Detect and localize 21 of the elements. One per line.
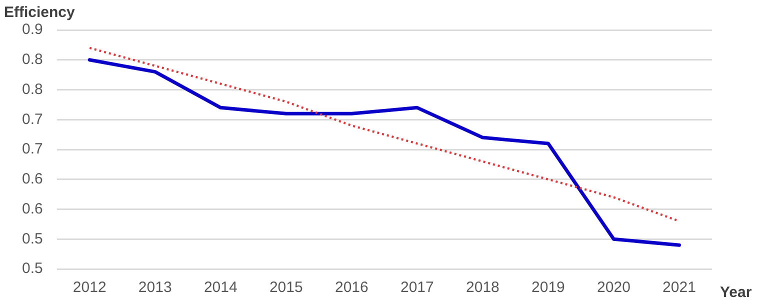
y-tick-label: 0.5: [22, 230, 43, 248]
y-tick-label: 0.7: [22, 140, 43, 158]
y-tick-label: 0.8: [22, 51, 43, 68]
x-tick-label: 2014: [204, 279, 238, 296]
y-tick-label: 0.6: [22, 170, 43, 188]
x-tick-label: 2017: [400, 279, 434, 296]
y-tick-label: 0.8: [22, 80, 43, 98]
x-tick-label: 2018: [466, 279, 500, 296]
y-tick-label: 0.9: [22, 21, 43, 38]
y-tick-label: 0.5: [22, 260, 43, 278]
x-tick-label: 2020: [597, 279, 630, 296]
x-tick-label: 2019: [532, 279, 565, 296]
x-tick-label: 2021: [662, 279, 696, 296]
y-axis-title: Efficiency: [4, 4, 76, 22]
y-tick-label: 0.6: [22, 200, 43, 218]
y-tick-label: 0.7: [22, 110, 43, 128]
x-tick-label: 2015: [269, 279, 303, 296]
x-tick-label: 2012: [72, 279, 106, 296]
x-axis-title: Year: [720, 284, 752, 302]
x-tick-label: 2016: [334, 279, 368, 296]
x-tick-label: 2013: [138, 279, 172, 296]
